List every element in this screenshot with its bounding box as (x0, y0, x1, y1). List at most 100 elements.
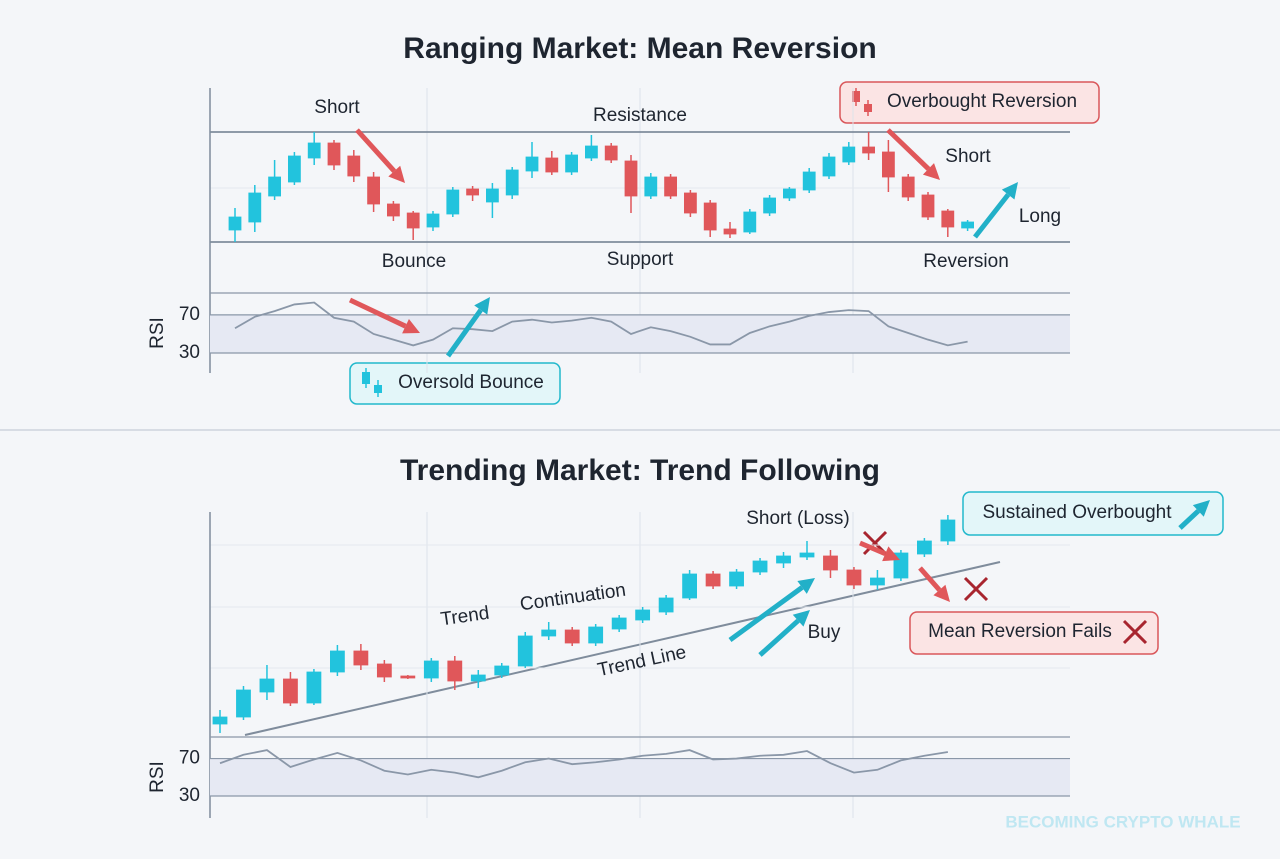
arrow-head (882, 546, 900, 562)
candle-body (729, 571, 744, 587)
candle-body (400, 675, 416, 679)
candle-body (658, 597, 674, 613)
annotation: Oversold Bounce (398, 372, 544, 393)
candle-body (406, 212, 420, 229)
candle-body (941, 210, 955, 228)
annotation: Mean Reversion Fails (928, 621, 1112, 642)
candle-body (846, 569, 862, 586)
candle-body (743, 211, 757, 233)
rsi-band (210, 314, 1070, 353)
chart-title: Ranging Market: Mean Reversion (403, 32, 876, 65)
rsi-line (234, 301, 968, 347)
resistance-label: Resistance (593, 105, 687, 126)
candle-body (545, 157, 559, 173)
candle-body (446, 189, 460, 215)
annotation: Reversion (923, 251, 1009, 272)
candle-body (470, 674, 486, 682)
candle-body (347, 155, 361, 177)
candle-body (505, 169, 519, 196)
candle-body (541, 629, 557, 637)
arrow-shaft (886, 128, 931, 171)
annotation: Overbought Reversion (887, 91, 1077, 112)
candle-body (517, 635, 533, 667)
candle-body (485, 188, 499, 203)
arrow-head (797, 578, 815, 594)
candle-body (705, 573, 721, 587)
candle-body (248, 192, 262, 223)
rsi-tick-label: 70 (179, 304, 200, 325)
arrow-shaft (758, 618, 800, 657)
candle-body (682, 573, 697, 599)
arrow-shaft (1178, 509, 1201, 530)
candle-body (940, 519, 956, 542)
candle-body (664, 176, 677, 197)
candle-body (823, 555, 838, 571)
arrow-shaft (918, 566, 942, 592)
arrow-head (474, 297, 490, 315)
candle-body (283, 678, 298, 704)
candle-body (870, 577, 885, 586)
rsi-tick-label: 70 (179, 748, 200, 769)
candle-body (921, 194, 935, 218)
watermark: BECOMING CRYPTO WHALE (1005, 812, 1240, 831)
annotation: Short (Loss) (746, 508, 849, 529)
candle-body (624, 160, 638, 197)
candle-body (917, 540, 932, 555)
candle-body (327, 142, 341, 166)
candle-body (752, 560, 768, 573)
candle-body (802, 171, 816, 191)
candle-body (585, 145, 598, 159)
fails-box (909, 611, 1159, 655)
candle-body (588, 626, 604, 644)
arrow-shaft (348, 297, 407, 329)
candle-body (604, 145, 618, 161)
candle-body (525, 156, 539, 172)
candle-body (367, 176, 381, 205)
candle-body (564, 629, 580, 644)
annotation: Sustained Overbought (982, 502, 1172, 523)
candle-body (307, 142, 321, 159)
candle-body (901, 176, 915, 198)
annotation: Short (945, 146, 991, 167)
chart-title: Trending Market: Trend Following (400, 454, 880, 487)
candle-body (822, 156, 836, 177)
arrow-head (1001, 182, 1018, 200)
arrow-shaft (355, 128, 397, 173)
candle-body (684, 192, 697, 214)
candle-body (212, 716, 228, 725)
candle-body (565, 154, 578, 173)
candle-body (447, 660, 463, 682)
candle-body (236, 689, 251, 718)
arrow-head (922, 163, 940, 180)
candle-body (723, 228, 737, 235)
annotation: Bounce (382, 251, 446, 272)
annotation: Short (314, 97, 360, 118)
arrow-shaft (973, 193, 1011, 239)
candle-body (268, 176, 282, 197)
candle-body (376, 663, 392, 678)
rsi-tick-label: 30 (179, 785, 200, 806)
candle-body (644, 176, 658, 197)
rsi-axis-label: RSI (147, 761, 168, 793)
candle-body (494, 665, 510, 676)
oversold-box (349, 362, 561, 405)
candle-body (426, 213, 440, 228)
candle-body (799, 552, 815, 558)
candle-body (353, 650, 369, 666)
candle-body (329, 650, 345, 673)
rsi-tick-label: 30 (179, 342, 200, 363)
support-label: Support (607, 249, 674, 270)
arrow-shaft (445, 308, 483, 358)
candle-body (776, 555, 791, 564)
candle-body (842, 146, 856, 163)
candle-body (862, 146, 875, 154)
rsi-axis-label: RSI (147, 317, 168, 349)
candle-body (882, 151, 895, 178)
sustained-box (962, 491, 1224, 536)
rsi-band (210, 758, 1070, 796)
candle-body (466, 188, 480, 196)
candle-icon (362, 88, 872, 397)
arrow-shaft (728, 585, 804, 643)
candle-body (703, 202, 717, 231)
